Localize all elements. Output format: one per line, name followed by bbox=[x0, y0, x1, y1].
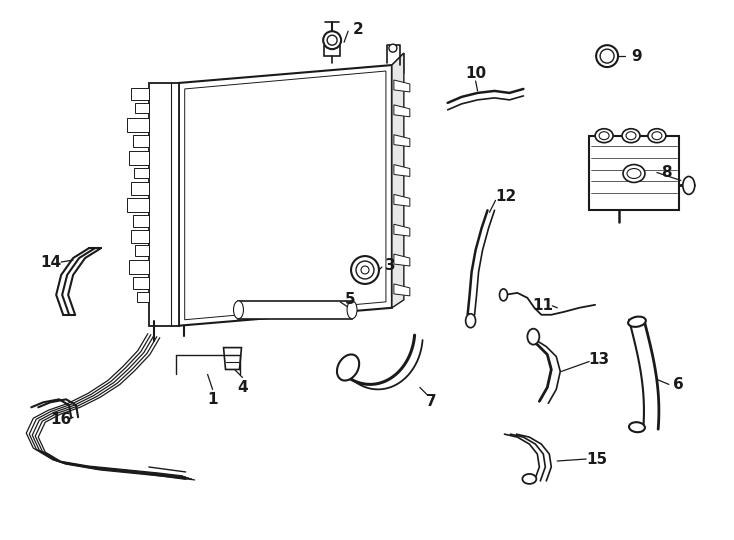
Text: 12: 12 bbox=[495, 189, 516, 204]
Ellipse shape bbox=[652, 132, 662, 140]
Polygon shape bbox=[131, 230, 149, 243]
Text: 1: 1 bbox=[207, 392, 218, 407]
Text: 11: 11 bbox=[532, 298, 553, 313]
Polygon shape bbox=[134, 167, 149, 179]
Circle shape bbox=[327, 35, 337, 45]
Text: 16: 16 bbox=[51, 411, 72, 427]
Ellipse shape bbox=[347, 301, 357, 319]
Polygon shape bbox=[131, 183, 149, 195]
Polygon shape bbox=[129, 260, 149, 274]
Polygon shape bbox=[131, 88, 149, 100]
Text: 7: 7 bbox=[426, 394, 437, 409]
Polygon shape bbox=[394, 80, 410, 92]
Circle shape bbox=[323, 31, 341, 49]
Polygon shape bbox=[394, 224, 410, 236]
Ellipse shape bbox=[627, 168, 641, 179]
Polygon shape bbox=[392, 53, 404, 308]
Ellipse shape bbox=[337, 354, 359, 381]
Polygon shape bbox=[394, 284, 410, 296]
Circle shape bbox=[600, 49, 614, 63]
Ellipse shape bbox=[683, 177, 695, 194]
Polygon shape bbox=[394, 254, 410, 266]
Polygon shape bbox=[149, 83, 178, 326]
Polygon shape bbox=[135, 103, 149, 113]
Text: 6: 6 bbox=[673, 377, 684, 392]
Text: 15: 15 bbox=[586, 451, 608, 467]
Polygon shape bbox=[224, 348, 241, 369]
Text: 3: 3 bbox=[385, 258, 395, 273]
Ellipse shape bbox=[623, 165, 645, 183]
Polygon shape bbox=[394, 194, 410, 206]
Text: 13: 13 bbox=[589, 352, 610, 367]
Ellipse shape bbox=[628, 316, 646, 327]
Ellipse shape bbox=[233, 301, 244, 319]
Text: 2: 2 bbox=[352, 22, 363, 37]
Ellipse shape bbox=[622, 129, 640, 143]
Polygon shape bbox=[133, 215, 149, 227]
Ellipse shape bbox=[528, 329, 539, 345]
Polygon shape bbox=[135, 245, 149, 256]
Text: 14: 14 bbox=[40, 254, 62, 269]
Polygon shape bbox=[394, 105, 410, 117]
Polygon shape bbox=[589, 136, 679, 210]
Polygon shape bbox=[133, 134, 149, 147]
Polygon shape bbox=[394, 134, 410, 147]
Ellipse shape bbox=[599, 132, 609, 140]
Ellipse shape bbox=[595, 129, 613, 143]
Text: 4: 4 bbox=[237, 380, 248, 395]
Text: 10: 10 bbox=[465, 65, 486, 80]
Ellipse shape bbox=[500, 289, 507, 301]
Polygon shape bbox=[127, 198, 149, 212]
Polygon shape bbox=[127, 118, 149, 132]
Circle shape bbox=[351, 256, 379, 284]
Circle shape bbox=[356, 261, 374, 279]
Text: 5: 5 bbox=[345, 292, 355, 307]
Circle shape bbox=[361, 266, 369, 274]
Ellipse shape bbox=[629, 422, 645, 432]
Ellipse shape bbox=[465, 314, 476, 328]
Text: 8: 8 bbox=[661, 165, 672, 180]
Circle shape bbox=[389, 44, 397, 52]
Polygon shape bbox=[394, 165, 410, 177]
Polygon shape bbox=[185, 71, 386, 320]
Ellipse shape bbox=[648, 129, 666, 143]
Polygon shape bbox=[137, 292, 149, 302]
Ellipse shape bbox=[626, 132, 636, 140]
Polygon shape bbox=[392, 53, 404, 79]
Polygon shape bbox=[133, 277, 149, 289]
Polygon shape bbox=[178, 65, 392, 326]
Ellipse shape bbox=[523, 474, 537, 484]
Polygon shape bbox=[324, 46, 340, 56]
Polygon shape bbox=[129, 151, 149, 165]
Circle shape bbox=[596, 45, 618, 67]
Polygon shape bbox=[239, 301, 352, 319]
Text: 9: 9 bbox=[632, 49, 642, 64]
